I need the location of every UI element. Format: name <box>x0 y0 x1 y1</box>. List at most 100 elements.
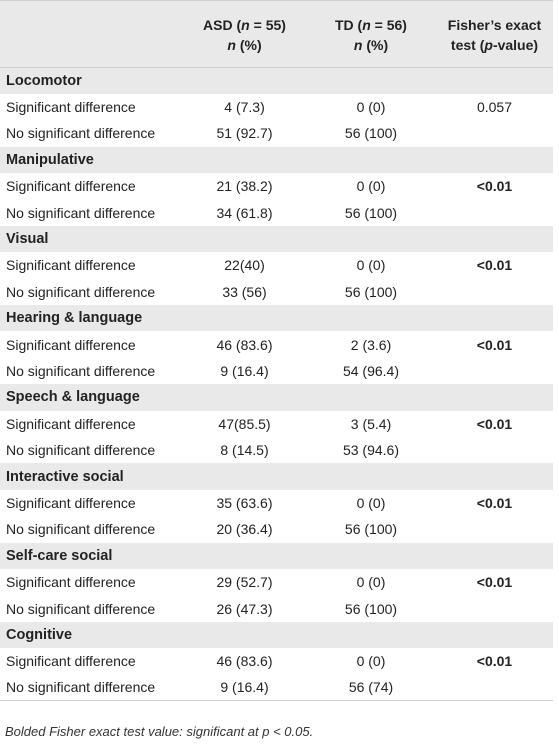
section-title: Cognitive <box>0 621 553 649</box>
table-row: Significant difference 21 (38.2) 0 (0) <0.0… <box>0 173 553 200</box>
td-value: 56 (100) <box>306 595 436 622</box>
results-table: ASD (n = 55) n (%) TD (n = 56) n (%) Fis… <box>0 0 553 702</box>
table-body: Locomotor Significant difference 4 (7.3) 0 … <box>0 67 553 702</box>
section-title: Manipulative <box>0 146 553 174</box>
asd-value: 9 (16.4) <box>183 357 306 385</box>
table-row: Significant difference 47(85.5) 3 (5.4) <0.… <box>0 410 553 437</box>
fisher-p-value <box>436 516 553 543</box>
asd-value: 9 (16.4) <box>183 674 306 702</box>
fisher-p-value: <0.01 <box>436 648 553 675</box>
td-value: 53 (94.6) <box>306 436 436 464</box>
td-value: 0 (0) <box>306 173 436 200</box>
asd-value: 26 (47.3) <box>183 595 306 622</box>
td-value: 54 (96.4) <box>306 357 436 385</box>
td-value: 56 (100) <box>306 120 436 147</box>
table-row: No significant difference 26 (47.3) 56 (10… <box>0 595 553 622</box>
section-header-row: Manipulative <box>0 146 553 174</box>
header-row: ASD (n = 55) n (%) TD (n = 56) n (%) Fis… <box>0 0 553 68</box>
row-label: No significant difference <box>0 278 183 306</box>
td-value: 2 (3.6) <box>306 331 436 358</box>
table-header: ASD (n = 55) n (%) TD (n = 56) n (%) Fis… <box>0 0 553 68</box>
fisher-p-value: <0.01 <box>436 489 553 517</box>
section-title: Interactive social <box>0 463 553 490</box>
table-row: Significant difference 4 (7.3) 0 (0) 0.057 <box>0 93 553 121</box>
td-value: 0 (0) <box>306 93 436 121</box>
row-label: Significant difference <box>0 331 183 358</box>
section-title: Self-care social <box>0 542 553 569</box>
td-value: 0 (0) <box>306 252 436 279</box>
asd-value: 34 (61.8) <box>183 199 306 226</box>
section-title: Visual <box>0 225 553 253</box>
row-label: No significant difference <box>0 674 183 702</box>
section-header-row: Hearing & language <box>0 305 553 332</box>
section-header-row: Visual <box>0 225 553 253</box>
table-footnote: Bolded Fisher exact test value: signific… <box>5 724 314 739</box>
row-label: No significant difference <box>0 120 183 147</box>
asd-value: 8 (14.5) <box>183 436 306 464</box>
fisher-p-value: <0.01 <box>436 410 553 437</box>
td-value: 56 (100) <box>306 278 436 306</box>
section-header-row: Speech & language <box>0 384 553 411</box>
table-row: No significant difference 8 (14.5) 53 (94.… <box>0 436 553 464</box>
row-label: Significant difference <box>0 252 183 279</box>
td-value: 56 (74) <box>306 674 436 702</box>
table-row: No significant difference 51 (92.7) 56 (10… <box>0 120 553 147</box>
fisher-p-value <box>436 595 553 622</box>
table-row: Significant difference 46 (83.6) 0 (0) <0.0… <box>0 648 553 675</box>
td-value: 0 (0) <box>306 648 436 675</box>
row-label: Significant difference <box>0 489 183 517</box>
asd-value: 35 (63.6) <box>183 489 306 517</box>
fisher-p-value <box>436 120 553 147</box>
td-value: 56 (100) <box>306 516 436 543</box>
section-header-row: Self-care social <box>0 542 553 569</box>
table-row: No significant difference 34 (61.8) 56 (10… <box>0 199 553 226</box>
asd-value: 47(85.5) <box>183 410 306 437</box>
table-row: Significant difference 46 (83.6) 2 (3.6) <0… <box>0 331 553 358</box>
fisher-p-value: <0.01 <box>436 331 553 358</box>
row-label: No significant difference <box>0 436 183 464</box>
fisher-p-value: <0.01 <box>436 252 553 279</box>
section-header-row: Cognitive <box>0 621 553 649</box>
table-row: Significant difference 29 (52.7) 0 (0) <0.0… <box>0 568 553 596</box>
fisher-p-value <box>436 199 553 226</box>
asd-value: 21 (38.2) <box>183 173 306 200</box>
row-label: Significant difference <box>0 410 183 437</box>
table-row: No significant difference 33 (56) 56 (100) <box>0 278 553 306</box>
row-label: Significant difference <box>0 648 183 675</box>
asd-value: 46 (83.6) <box>183 648 306 675</box>
fisher-p-value <box>436 357 553 385</box>
header-fisher: Fisher’s exact test (p-value) <box>436 0 553 68</box>
fisher-p-value: 0.057 <box>436 93 553 121</box>
td-value: 0 (0) <box>306 489 436 517</box>
table-row: No significant difference 9 (16.4) 56 (74) <box>0 674 553 702</box>
td-value: 3 (5.4) <box>306 410 436 437</box>
table-row: No significant difference 9 (16.4) 54 (96.… <box>0 357 553 385</box>
row-label: No significant difference <box>0 357 183 385</box>
row-label: Significant difference <box>0 93 183 121</box>
asd-value: 46 (83.6) <box>183 331 306 358</box>
section-header-row: Interactive social <box>0 463 553 490</box>
header-td: TD (n = 56) n (%) <box>306 0 436 68</box>
row-label: No significant difference <box>0 516 183 543</box>
section-title: Locomotor <box>0 67 553 94</box>
fisher-p-value <box>436 436 553 464</box>
fisher-p-value: <0.01 <box>436 173 553 200</box>
asd-value: 29 (52.7) <box>183 568 306 596</box>
section-header-row: Locomotor <box>0 67 553 94</box>
table-row: No significant difference 20 (36.4) 56 (10… <box>0 516 553 543</box>
section-title: Speech & language <box>0 384 553 411</box>
table-row: Significant difference 22(40) 0 (0) <0.01 <box>0 252 553 279</box>
table-row: Significant difference 35 (63.6) 0 (0) <0.0… <box>0 489 553 517</box>
header-label-cell <box>0 0 183 68</box>
td-value: 56 (100) <box>306 199 436 226</box>
asd-value: 22(40) <box>183 252 306 279</box>
asd-value: 20 (36.4) <box>183 516 306 543</box>
fisher-p-value <box>436 674 553 702</box>
asd-value: 4 (7.3) <box>183 93 306 121</box>
section-title: Hearing & language <box>0 305 553 332</box>
asd-value: 51 (92.7) <box>183 120 306 147</box>
row-label: No significant difference <box>0 199 183 226</box>
fisher-p-value <box>436 278 553 306</box>
row-label: Significant difference <box>0 568 183 596</box>
